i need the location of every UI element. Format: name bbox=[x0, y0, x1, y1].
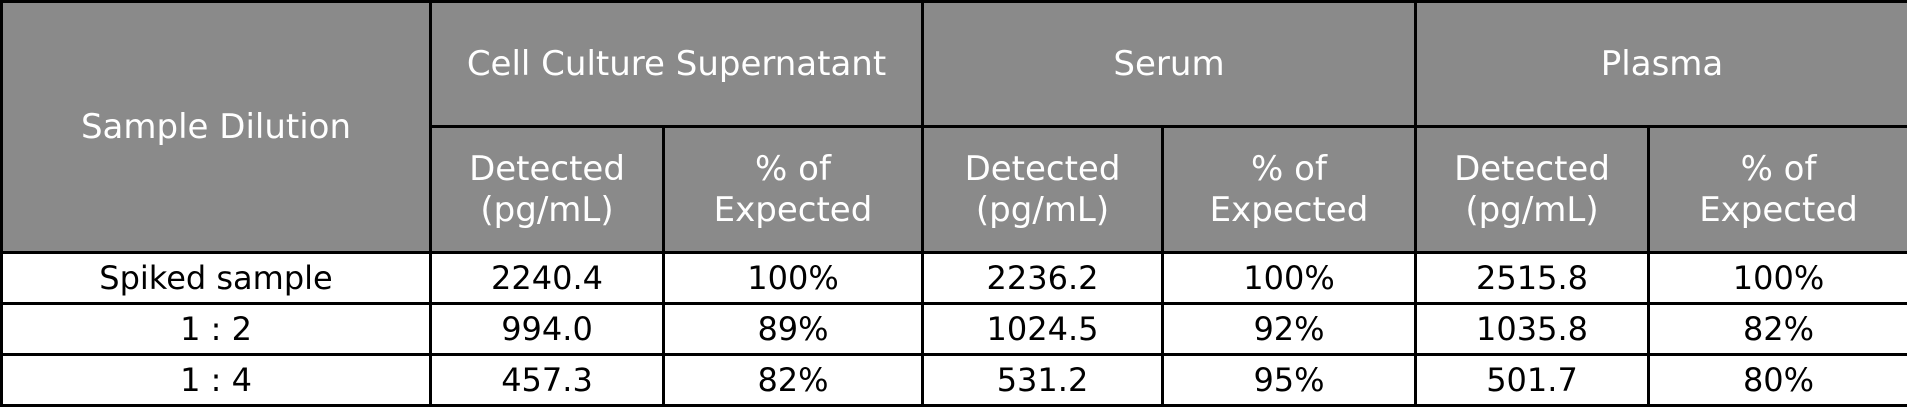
data-cell: 100% bbox=[1163, 253, 1416, 304]
data-cell: 994.0 bbox=[431, 304, 664, 355]
column-header: % of Expected bbox=[1163, 127, 1416, 253]
data-cell: 100% bbox=[1649, 253, 1907, 304]
data-cell: 531.2 bbox=[923, 355, 1163, 406]
header-row: Sample Dilution Cell Culture Supernatant… bbox=[2, 2, 1907, 127]
data-cell: 2236.2 bbox=[923, 253, 1163, 304]
data-cell: 92% bbox=[1163, 304, 1416, 355]
data-cell: 89% bbox=[664, 304, 923, 355]
column-header: Detected (pg/mL) bbox=[1416, 127, 1649, 253]
data-cell: 1024.5 bbox=[923, 304, 1163, 355]
data-cell: 100% bbox=[664, 253, 923, 304]
group-header: Serum bbox=[923, 2, 1416, 127]
data-cell: 95% bbox=[1163, 355, 1416, 406]
data-cell: 82% bbox=[1649, 304, 1907, 355]
data-cell: 82% bbox=[664, 355, 923, 406]
data-cell: 2240.4 bbox=[431, 253, 664, 304]
row-label: 1 : 4 bbox=[2, 355, 431, 406]
data-cell: 2515.8 bbox=[1416, 253, 1649, 304]
row-label: 1 : 2 bbox=[2, 304, 431, 355]
group-header: Plasma bbox=[1416, 2, 1907, 127]
row-label-header: Sample Dilution bbox=[2, 2, 431, 253]
data-cell: 501.7 bbox=[1416, 355, 1649, 406]
data-cell: 80% bbox=[1649, 355, 1907, 406]
group-header: Cell Culture Supernatant bbox=[431, 2, 923, 127]
column-header: Detected (pg/mL) bbox=[431, 127, 664, 253]
data-cell: 457.3 bbox=[431, 355, 664, 406]
column-header: Detected (pg/mL) bbox=[923, 127, 1163, 253]
column-header: % of Expected bbox=[1649, 127, 1907, 253]
data-cell: 1035.8 bbox=[1416, 304, 1649, 355]
column-header: % of Expected bbox=[664, 127, 923, 253]
row-label: Spiked sample bbox=[2, 253, 431, 304]
